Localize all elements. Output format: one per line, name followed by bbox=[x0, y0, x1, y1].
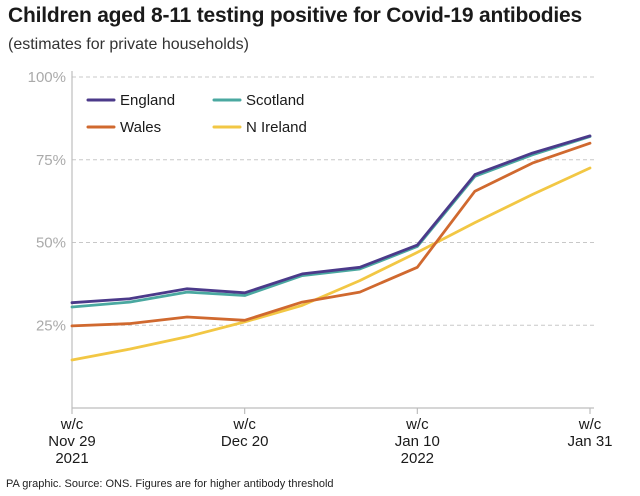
x-tick-label-line: Dec 20 bbox=[221, 433, 269, 450]
x-tick-label: w/c Jan 10 2022 bbox=[395, 416, 440, 467]
chart-subtitle: (estimates for private households) bbox=[8, 36, 249, 53]
y-tick-label: 75% bbox=[36, 152, 66, 169]
legend-label-n-ireland: N Ireland bbox=[246, 119, 307, 136]
x-tick-label: w/c Nov 29 2021 bbox=[48, 416, 96, 467]
y-tick-label: 100% bbox=[28, 69, 66, 86]
y-tick-label: 50% bbox=[36, 235, 66, 252]
x-tick-label-line: Jan 10 bbox=[395, 433, 440, 450]
series-line-england bbox=[70, 134, 592, 305]
legend-label-wales: Wales bbox=[120, 119, 161, 136]
x-tick-label-line: 2022 bbox=[401, 450, 434, 467]
x-tick-label-line: Nov 29 bbox=[48, 433, 96, 450]
x-tick-label-line: w/c bbox=[232, 416, 256, 433]
x-tick-label-line: 2021 bbox=[55, 450, 88, 467]
x-tick-label-line: w/c bbox=[578, 416, 602, 433]
y-tick-label: 25% bbox=[36, 317, 66, 334]
chart-title: Children aged 8-11 testing positive for … bbox=[8, 4, 582, 27]
x-tick-label: w/c Jan 31 bbox=[567, 416, 612, 450]
series-line-n-ireland bbox=[70, 166, 592, 362]
legend-label-england: England bbox=[120, 92, 175, 109]
x-tick-label: w/c Dec 20 bbox=[221, 416, 269, 450]
series-line-scotland bbox=[70, 135, 592, 309]
series-line-wales bbox=[70, 141, 592, 328]
source-note: PA graphic. Source: ONS. Figures are for… bbox=[6, 478, 334, 490]
x-tick-label-line: w/c bbox=[405, 416, 429, 433]
x-tick-label-line: w/c bbox=[60, 416, 84, 433]
x-tick-label-line: Jan 31 bbox=[567, 433, 612, 450]
legend-label-scotland: Scotland bbox=[246, 92, 304, 109]
